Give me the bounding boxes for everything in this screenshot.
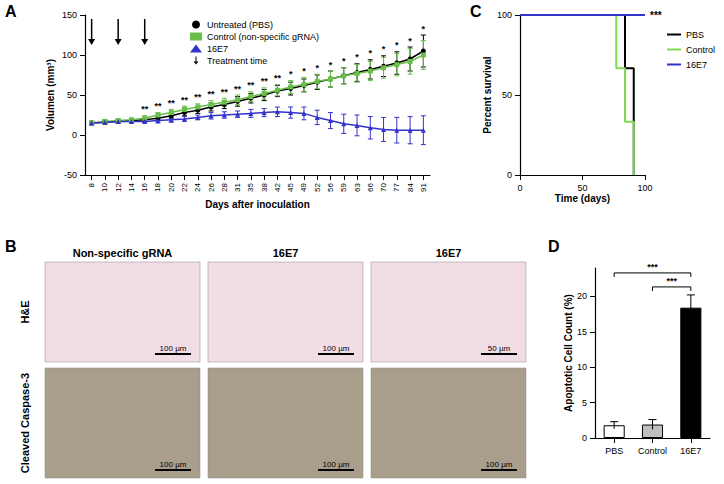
svg-text:***: ***: [647, 262, 658, 272]
svg-text:D: D: [548, 238, 560, 255]
svg-text:0: 0: [517, 183, 522, 193]
svg-text:*: *: [355, 52, 359, 62]
svg-text:**: **: [247, 80, 255, 90]
svg-text:*: *: [395, 40, 399, 50]
svg-text:-50: -50: [64, 170, 77, 180]
svg-text:Untreated (PBS): Untreated (PBS): [207, 20, 273, 30]
svg-text:100 µm: 100 µm: [486, 460, 513, 469]
svg-text:**: **: [168, 98, 176, 108]
svg-text:16E7: 16E7: [680, 446, 701, 456]
svg-text:Apoptotic Cell Count (%): Apoptotic Cell Count (%): [563, 294, 574, 412]
svg-text:*: *: [289, 69, 293, 79]
svg-text:*: *: [302, 66, 306, 76]
svg-text:100: 100: [497, 10, 512, 20]
svg-text:49: 49: [299, 182, 308, 191]
svg-text:Control (non-specific gRNA): Control (non-specific gRNA): [207, 32, 319, 42]
svg-text:66: 66: [366, 182, 375, 191]
svg-text:Cleaved Caspase-3: Cleaved Caspase-3: [19, 373, 31, 473]
svg-text:28: 28: [220, 182, 229, 191]
svg-text:A: A: [5, 3, 17, 20]
svg-text:Percent survival: Percent survival: [482, 56, 493, 133]
svg-text:91: 91: [419, 182, 428, 191]
svg-text:**: **: [181, 95, 189, 105]
svg-text:50: 50: [67, 90, 77, 100]
svg-text:5: 5: [582, 398, 587, 408]
svg-text:63: 63: [353, 182, 362, 191]
svg-text:31: 31: [233, 182, 242, 191]
svg-text:PBS: PBS: [686, 30, 704, 40]
svg-text:PBS: PBS: [605, 446, 623, 456]
svg-text:26: 26: [207, 182, 216, 191]
svg-text:77: 77: [392, 182, 401, 191]
svg-text:22: 22: [180, 182, 189, 191]
svg-text:0: 0: [582, 433, 587, 443]
svg-text:16: 16: [140, 182, 149, 191]
svg-text:**: **: [208, 89, 216, 99]
svg-text:59: 59: [339, 182, 348, 191]
svg-text:100: 100: [62, 50, 77, 60]
svg-text:**: **: [194, 92, 202, 102]
svg-text:10: 10: [100, 182, 109, 191]
svg-text:16E7: 16E7: [436, 247, 462, 259]
svg-text:**: **: [154, 101, 162, 111]
svg-text:*: *: [422, 24, 426, 34]
svg-text:42: 42: [273, 182, 282, 191]
svg-text:100 µm: 100 µm: [323, 344, 350, 353]
svg-text:56: 56: [326, 182, 335, 191]
svg-text:**: **: [261, 76, 269, 86]
svg-text:14: 14: [127, 182, 136, 191]
svg-text:C: C: [470, 3, 482, 20]
svg-text:24: 24: [193, 182, 202, 191]
svg-text:**: **: [274, 73, 282, 83]
svg-text:**: **: [221, 87, 229, 97]
svg-text:10: 10: [577, 362, 587, 372]
svg-text:100: 100: [637, 183, 652, 193]
svg-text:18: 18: [153, 182, 162, 191]
svg-text:Control: Control: [638, 446, 667, 456]
svg-text:*: *: [315, 63, 319, 73]
svg-text:*: *: [408, 36, 412, 46]
svg-text:100 µm: 100 µm: [160, 344, 187, 353]
svg-text:100 µm: 100 µm: [160, 460, 187, 469]
svg-text:50 µm: 50 µm: [488, 344, 511, 353]
svg-text:H&E: H&E: [19, 300, 31, 323]
svg-text:45: 45: [286, 182, 295, 191]
svg-text:100 µm: 100 µm: [323, 460, 350, 469]
svg-text:Volumen (mm³): Volumen (mm³): [45, 59, 56, 131]
svg-text:Non-specific gRNA: Non-specific gRNA: [73, 247, 173, 259]
svg-text:Time (days): Time (days): [555, 193, 610, 204]
svg-text:38: 38: [260, 182, 269, 191]
svg-text:15: 15: [577, 327, 587, 337]
svg-text:**: **: [141, 104, 149, 114]
svg-text:**: **: [234, 84, 242, 94]
svg-text:*: *: [382, 44, 386, 54]
svg-text:84: 84: [406, 182, 415, 191]
svg-text:16E7: 16E7: [686, 60, 707, 70]
svg-text:*: *: [342, 56, 346, 66]
svg-text:*: *: [329, 60, 333, 70]
svg-text:20: 20: [577, 291, 587, 301]
svg-text:Days after inoculation: Days after inoculation: [205, 199, 309, 210]
svg-text:B: B: [5, 238, 17, 255]
svg-text:0: 0: [507, 170, 512, 180]
svg-text:Treatment time: Treatment time: [207, 56, 267, 66]
svg-text:8: 8: [87, 182, 96, 187]
svg-text:16E7: 16E7: [207, 44, 228, 54]
svg-text:50: 50: [577, 183, 587, 193]
svg-text:52: 52: [313, 182, 322, 191]
svg-text:*: *: [369, 48, 373, 58]
svg-text:12: 12: [114, 182, 123, 191]
svg-text:0: 0: [72, 130, 77, 140]
svg-text:16E7: 16E7: [273, 247, 299, 259]
svg-text:Control: Control: [686, 45, 715, 55]
svg-text:50: 50: [502, 90, 512, 100]
svg-text:35: 35: [246, 182, 255, 191]
svg-text:150: 150: [62, 10, 77, 20]
svg-text:70: 70: [379, 182, 388, 191]
svg-text:***: ***: [650, 10, 662, 21]
svg-text:20: 20: [167, 182, 176, 191]
svg-text:***: ***: [666, 276, 677, 286]
